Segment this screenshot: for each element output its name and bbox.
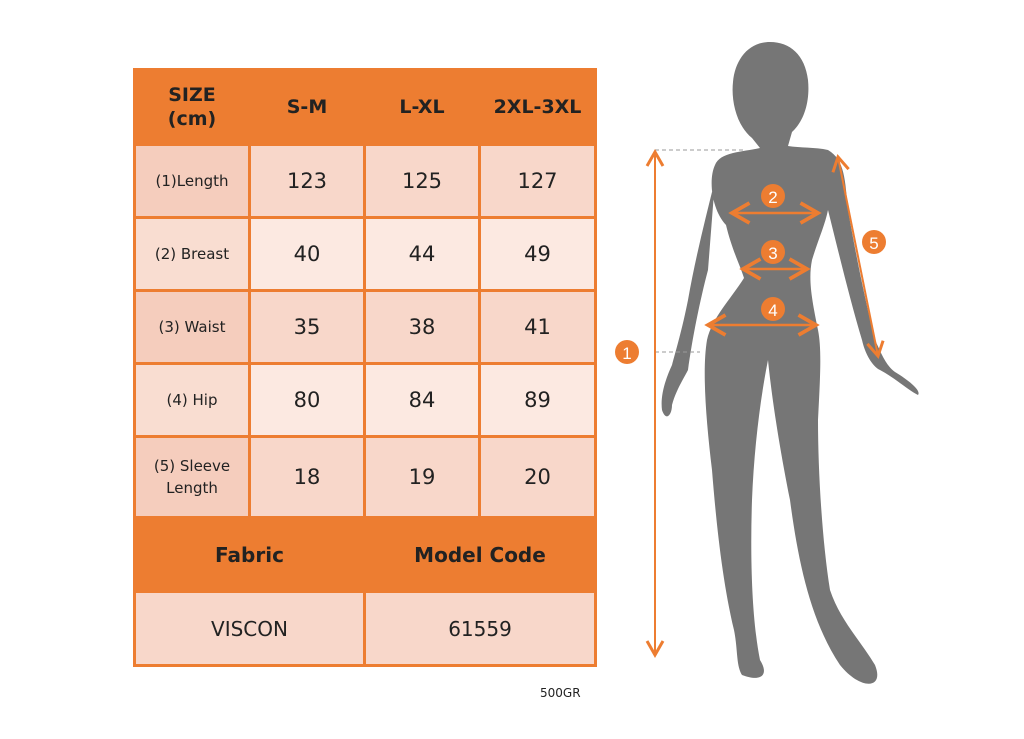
size-label: SIZE — [168, 84, 216, 106]
sleeve-arrow — [831, 154, 885, 359]
fabric-value-row: VISCON 61559 — [133, 590, 597, 667]
cell: 123 — [248, 143, 366, 219]
size-chart-table: SIZE (cm) S-M L-XL 2XL-3XL (1)Length 123 … — [133, 68, 597, 667]
cell: 35 — [248, 289, 366, 365]
header-row: SIZE (cm) S-M L-XL 2XL-3XL — [133, 68, 597, 146]
svg-text:1: 1 — [622, 344, 631, 363]
cell: 125 — [363, 143, 481, 219]
marker-2: 2 — [761, 184, 785, 208]
table-row: (2) Breast 40 44 49 — [133, 216, 597, 292]
row-label: (2) Breast — [133, 216, 251, 292]
row-label-line: Length — [166, 479, 218, 497]
cell: 19 — [363, 435, 481, 519]
table-row: (4) Hip 80 84 89 — [133, 362, 597, 438]
model-code-value: 61559 — [363, 590, 597, 667]
col-header: L-XL — [363, 68, 481, 146]
cell: 40 — [248, 216, 366, 292]
cell: 41 — [478, 289, 597, 365]
cell: 38 — [363, 289, 481, 365]
col-header: 2XL-3XL — [478, 68, 597, 146]
woman-silhouette — [661, 42, 919, 684]
svg-text:5: 5 — [869, 234, 878, 253]
cell: 18 — [248, 435, 366, 519]
marker-4: 4 — [761, 297, 785, 321]
fabric-header-row: Fabric Model Code — [133, 516, 597, 593]
cell: 44 — [363, 216, 481, 292]
row-label: (4) Hip — [133, 362, 251, 438]
row-label: (5) Sleeve Length — [133, 435, 251, 519]
marker-5: 5 — [862, 230, 886, 254]
marker-3: 3 — [761, 240, 785, 264]
row-label: (3) Waist — [133, 289, 251, 365]
svg-text:2: 2 — [768, 188, 777, 207]
unit-label: (cm) — [167, 108, 217, 130]
body-measurement-figure: 1 2 3 4 5 — [615, 42, 919, 684]
svg-text:4: 4 — [768, 301, 777, 320]
cell: 49 — [478, 216, 597, 292]
table-row: (5) Sleeve Length 18 19 20 — [133, 435, 597, 519]
cell: 20 — [478, 435, 597, 519]
row-label: (1)Length — [133, 143, 251, 219]
weight-note: 500GR — [540, 686, 581, 700]
cell: 89 — [478, 362, 597, 438]
table-row: (3) Waist 35 38 41 — [133, 289, 597, 365]
size-header: SIZE (cm) — [133, 68, 251, 146]
table-row: (1)Length 123 125 127 — [133, 143, 597, 219]
cell: 84 — [363, 362, 481, 438]
svg-text:3: 3 — [768, 244, 777, 263]
cell: 80 — [248, 362, 366, 438]
cell: 127 — [478, 143, 597, 219]
marker-1: 1 — [615, 340, 639, 364]
row-label-line: (5) Sleeve — [153, 457, 231, 475]
model-code-header: Model Code — [363, 516, 597, 593]
fabric-value: VISCON — [133, 590, 366, 667]
fabric-header: Fabric — [133, 516, 366, 593]
col-header: S-M — [248, 68, 366, 146]
